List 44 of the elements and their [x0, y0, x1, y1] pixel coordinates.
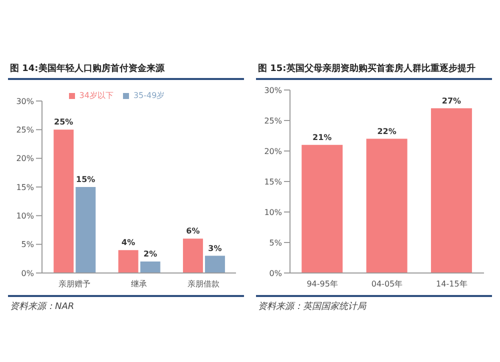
- data-label: 25%: [54, 118, 74, 127]
- bar: [118, 250, 138, 273]
- y-tick-label: 15%: [16, 182, 34, 192]
- chart-title: 图 14:美国年轻人口购房首付资金来源: [8, 58, 244, 80]
- x-tick-label: 亲朋借款: [188, 280, 220, 289]
- y-tick-label: 10%: [16, 212, 34, 221]
- x-tick-label: 14-15年: [436, 280, 468, 289]
- chart-title: 图 15:英国父母亲朋资助购买首套房人群比重逐步提升: [256, 58, 492, 80]
- x-tick-label: 94-95年: [306, 280, 338, 289]
- y-tick-label: 0%: [21, 268, 34, 278]
- data-label: 22%: [377, 126, 396, 136]
- y-tick-label: 20%: [264, 146, 282, 156]
- x-tick-label: 04-05年: [371, 280, 403, 289]
- bar: [366, 138, 408, 273]
- data-label: 15%: [76, 175, 96, 184]
- data-label: 21%: [312, 132, 332, 142]
- text: 资料来源：英国国家统计局: [258, 300, 368, 313]
- y-tick-label: 5%: [21, 240, 34, 250]
- y-tick-label: 30%: [264, 86, 282, 95]
- y-tick-label: 15%: [264, 177, 282, 186]
- bar: [302, 144, 343, 273]
- data-label: 2%: [144, 250, 158, 259]
- bar: [430, 108, 472, 273]
- data-label: 3%: [208, 244, 222, 253]
- text: 资料来源：NAR: [10, 300, 76, 313]
- y-tick-label: 30%: [16, 96, 34, 106]
- y-tick-label: 25%: [16, 126, 34, 135]
- data-label: 27%: [442, 96, 462, 106]
- bar: [76, 187, 96, 273]
- bar: [54, 130, 74, 273]
- y-tick-label: 0%: [269, 268, 282, 278]
- y-tick-label: 10%: [264, 208, 282, 217]
- y-tick-label: 25%: [264, 116, 282, 126]
- bar: [140, 262, 160, 273]
- bar: [204, 256, 225, 273]
- x-tick-label: 亲朋赠予: [58, 280, 90, 289]
- legend-label: 35-49岁: [133, 91, 165, 100]
- data-label: 6%: [186, 226, 200, 236]
- x-tick-label: 继承: [131, 280, 147, 289]
- y-tick-label: 20%: [16, 154, 34, 164]
- y-tick-label: 5%: [269, 238, 282, 248]
- data-label: 4%: [122, 238, 136, 248]
- legend-label: 34岁以下: [79, 91, 114, 100]
- bar: [182, 238, 203, 273]
